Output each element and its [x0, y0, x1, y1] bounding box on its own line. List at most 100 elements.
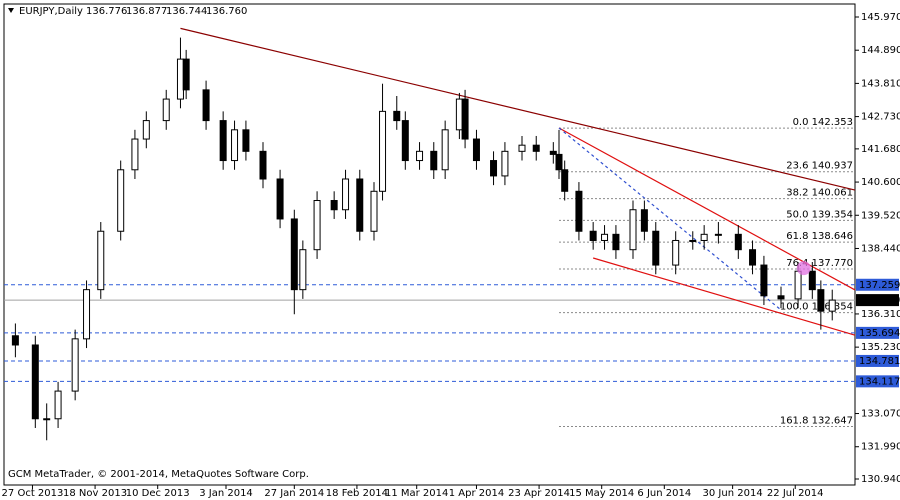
candle-body — [501, 150, 509, 177]
fib-label: 76.4 137.770 — [786, 258, 853, 269]
y-tick-label: 141.680 — [861, 144, 900, 155]
candle-body — [162, 98, 170, 122]
candle-body — [760, 264, 768, 297]
y-tick-label: 130.940 — [861, 474, 900, 485]
candle-body — [794, 270, 802, 300]
candle-body — [31, 344, 39, 420]
x-tick-label: 1 Apr 2014 — [449, 488, 504, 499]
candle-body — [749, 249, 757, 266]
candle-body — [612, 233, 620, 251]
candle-body — [416, 150, 424, 162]
candle-body — [393, 110, 401, 122]
y-tick-label: 136.310 — [861, 309, 900, 320]
fib-label: 23.6 140.937 — [786, 161, 853, 172]
x-tick-label: 30 Jun 2014 — [703, 488, 763, 499]
y-tick-label: 140.600 — [861, 177, 900, 188]
level-label-text: 134.781 — [859, 356, 900, 367]
candle-body — [259, 150, 267, 180]
candle-body — [370, 190, 378, 232]
candle-body — [640, 209, 648, 232]
x-tick-label: 18 Feb 2014 — [326, 488, 388, 499]
level-label-text: 135.694 — [859, 328, 900, 339]
candle-body — [808, 270, 816, 291]
chart-title: EURJPY,Daily — [19, 6, 83, 17]
candle-body — [401, 120, 409, 162]
candle-body — [242, 129, 250, 152]
candle-body — [176, 58, 184, 100]
x-tick-label: 11 Mar 2014 — [385, 488, 448, 499]
fib-label: 50.0 139.354 — [786, 209, 853, 220]
candle-body — [700, 233, 708, 241]
x-tick-label: 23 Apr 2014 — [508, 488, 570, 499]
candle-body — [817, 289, 825, 312]
candle-body — [330, 200, 338, 211]
x-tick-label: 27 Jan 2014 — [264, 488, 324, 499]
x-tick-label: 3 Jan 2014 — [199, 488, 253, 499]
candle-body — [202, 89, 210, 122]
candle-body — [142, 120, 150, 140]
level-tag — [856, 354, 899, 367]
y-tick-label: 138.440 — [861, 243, 900, 254]
candle-body — [379, 110, 387, 192]
candle-body — [97, 230, 105, 291]
x-tick-label: 27 Oct 2013 — [2, 488, 64, 499]
candle-body — [131, 138, 139, 171]
candle-body — [219, 120, 227, 162]
trendline — [180, 27, 856, 191]
x-tick-label: 15 May 2014 — [569, 488, 634, 499]
candle-body — [575, 190, 583, 232]
y-tick-label: 142.730 — [861, 112, 900, 123]
fib-label: 61.8 138.646 — [786, 231, 853, 242]
y-tick-label: 144.890 — [861, 45, 900, 56]
level-tag — [856, 326, 899, 339]
y-tick-label: 145.970 — [861, 12, 900, 23]
candle-body — [777, 295, 785, 300]
candle-body — [461, 98, 469, 140]
fib-label: 100.0 136.354 — [780, 302, 853, 313]
y-tick-label: 143.810 — [861, 78, 900, 89]
candle-body — [356, 178, 364, 232]
level-label-text: 134.117 — [859, 376, 900, 387]
candle-body — [71, 338, 79, 392]
candle-body — [490, 160, 498, 177]
y-tick-label: 139.520 — [861, 210, 900, 221]
y-tick-label: 131.990 — [861, 442, 900, 453]
candle-body — [518, 144, 526, 152]
x-tick-label: 18 Nov 2013 — [63, 488, 127, 499]
level-tag — [856, 375, 899, 388]
candle-body — [231, 129, 239, 162]
x-tick-label: 22 Jul 2014 — [767, 488, 824, 499]
candle-body — [734, 233, 742, 251]
current-price-tag — [856, 294, 899, 307]
x-tick-label: 6 Jun 2014 — [637, 488, 691, 499]
candle-body — [430, 150, 438, 171]
candle-body — [11, 335, 19, 346]
candle-body — [672, 239, 680, 266]
quote-value: 136.776 — [86, 6, 127, 17]
candle-body — [276, 178, 284, 220]
candle-body — [532, 144, 540, 152]
candle-body — [54, 390, 62, 420]
candle-body — [117, 169, 125, 232]
candle-body — [549, 150, 557, 155]
quote-value: 136.744 — [166, 6, 207, 17]
candle-body — [290, 218, 298, 291]
footer: GCM MetaTrader, © 2001-2014, MetaQuotes … — [8, 469, 309, 480]
y-tick-label: 135.230 — [861, 342, 900, 353]
trendline — [592, 257, 856, 336]
candle-body — [555, 153, 563, 171]
candle-body — [689, 239, 697, 242]
candle-body — [472, 138, 480, 162]
candle-body — [43, 418, 51, 421]
candle-body — [828, 299, 836, 312]
candle-body — [561, 169, 569, 192]
chart-menu-icon — [8, 8, 14, 13]
candle-body — [313, 200, 321, 251]
quote-value: 136.877 — [126, 6, 167, 17]
candle-body — [299, 249, 307, 291]
x-tick-label: 10 Dec 2013 — [126, 488, 190, 499]
fib-label: 0.0 142.353 — [793, 117, 853, 128]
marker — [796, 261, 811, 276]
candle-body — [441, 129, 449, 171]
